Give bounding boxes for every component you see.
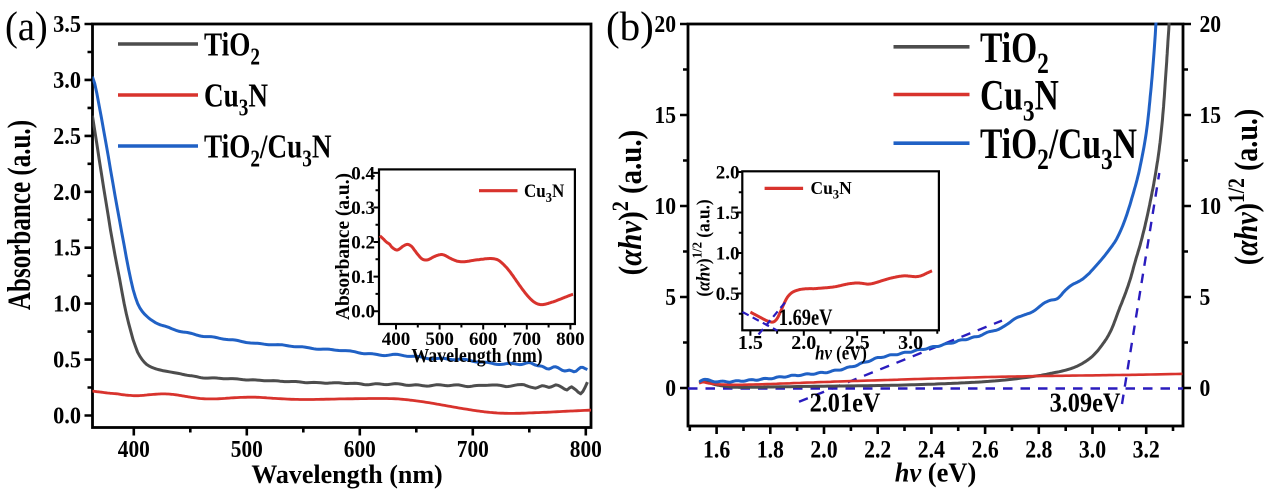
svg-text:3.0: 3.0 [898, 332, 923, 354]
svg-text:500: 500 [425, 329, 454, 350]
svg-text:800: 800 [556, 329, 585, 350]
svg-text:800: 800 [570, 436, 602, 462]
svg-text:hv (eV): hv (eV) [895, 457, 977, 487]
svg-text:15: 15 [1200, 102, 1222, 128]
svg-text:(αhv)1/2 (a.u.): (αhv)1/2 (a.u.) [689, 199, 715, 296]
svg-text:1.0: 1.0 [53, 291, 81, 318]
svg-text:3.0: 3.0 [1079, 436, 1106, 464]
svg-text:2.0: 2.0 [716, 163, 740, 184]
svg-text:700: 700 [513, 329, 542, 350]
svg-text:3.5: 3.5 [53, 11, 81, 38]
svg-text:3.2: 3.2 [1133, 436, 1160, 464]
svg-text:0: 0 [1200, 375, 1211, 401]
svg-text:Cu3N: Cu3N [980, 73, 1059, 127]
svg-text:20: 20 [1200, 11, 1222, 37]
svg-text:10: 10 [1200, 193, 1222, 219]
svg-text:1.8: 1.8 [757, 436, 784, 464]
svg-text:0.2: 0.2 [351, 233, 375, 254]
svg-text:1.5: 1.5 [53, 235, 81, 262]
svg-text:5: 5 [1200, 284, 1211, 310]
svg-text:5: 5 [665, 284, 676, 310]
svg-text:2.01eV: 2.01eV [810, 387, 881, 417]
svg-text:400: 400 [382, 329, 411, 350]
svg-text:TiO2/Cu3N: TiO2/Cu3N [980, 121, 1137, 175]
svg-text:2.0: 2.0 [791, 332, 816, 354]
svg-text:700: 700 [457, 436, 489, 462]
svg-text:20: 20 [654, 11, 676, 37]
svg-text:1.69eV: 1.69eV [779, 304, 833, 331]
svg-text:10: 10 [654, 193, 676, 219]
svg-text:2.8: 2.8 [1025, 436, 1052, 464]
svg-text:Cu3N: Cu3N [811, 178, 852, 202]
svg-text:0.0: 0.0 [351, 302, 375, 323]
svg-text:0.3: 0.3 [351, 198, 375, 219]
svg-text:hv (eV): hv (eV) [815, 342, 867, 365]
svg-text:1.6: 1.6 [703, 436, 730, 464]
svg-text:0.1: 0.1 [351, 267, 375, 288]
svg-text:600: 600 [469, 329, 498, 350]
svg-text:2.0: 2.0 [810, 436, 837, 464]
svg-text:Absorbance (a.u.): Absorbance (a.u.) [332, 173, 354, 320]
svg-text:2.6: 2.6 [972, 436, 999, 464]
svg-text:0: 0 [665, 375, 676, 401]
svg-text:2.5: 2.5 [53, 123, 81, 150]
svg-text:0.5: 0.5 [716, 284, 740, 305]
svg-text:1.5: 1.5 [716, 203, 740, 224]
svg-text:2.5: 2.5 [845, 332, 870, 354]
svg-text:0.0: 0.0 [53, 403, 81, 430]
svg-text:Wavelength (nm): Wavelength (nm) [251, 460, 442, 489]
svg-text:(a): (a) [5, 4, 48, 49]
svg-text:2.4: 2.4 [918, 436, 945, 464]
svg-text:(b): (b) [606, 3, 654, 49]
svg-text:1.5: 1.5 [738, 332, 763, 354]
svg-text:0.5: 0.5 [53, 347, 81, 374]
svg-text:Wavelength (nm): Wavelength (nm) [411, 345, 542, 367]
svg-text:500: 500 [231, 436, 263, 462]
svg-text:3.09eV: 3.09eV [1050, 387, 1121, 417]
svg-text:600: 600 [344, 436, 376, 462]
svg-text:Cu3N: Cu3N [524, 180, 564, 205]
svg-text:400: 400 [118, 436, 150, 462]
svg-text:3.0: 3.0 [53, 67, 81, 94]
svg-text:15: 15 [654, 102, 676, 128]
svg-text:2.2: 2.2 [864, 436, 891, 464]
svg-text:0.4: 0.4 [351, 163, 375, 184]
svg-text:1.0: 1.0 [716, 244, 740, 265]
svg-text:Cu3N: Cu3N [204, 77, 268, 121]
svg-text:2.0: 2.0 [53, 179, 81, 206]
svg-text:Absorbance (a.u.): Absorbance (a.u.) [2, 120, 38, 310]
